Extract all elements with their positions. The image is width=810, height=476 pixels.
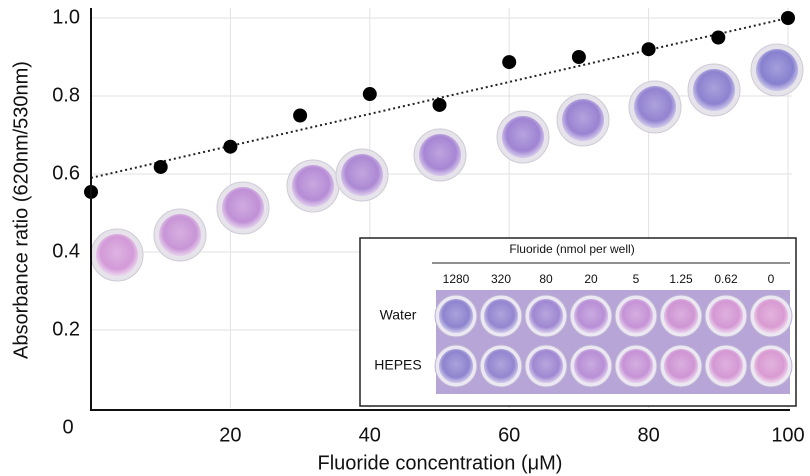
y-axis-label: Absorbance ratio (620nm/530nm) xyxy=(10,61,32,359)
x-tick-label: 100 xyxy=(771,424,804,446)
plate-well-shade xyxy=(574,349,608,383)
plate-well-shade xyxy=(709,299,743,333)
point xyxy=(153,159,168,174)
point xyxy=(641,42,656,57)
trendline xyxy=(90,17,789,179)
point xyxy=(362,87,377,102)
inset-title: Fluoride (nmol per well) xyxy=(509,242,634,256)
x-tick-label: 20 xyxy=(219,424,241,446)
plate-well-shade xyxy=(439,349,473,383)
inset: Fluoride (nmol per well) 1280 320 80 20 5 1.2… xyxy=(359,237,797,407)
well-shade xyxy=(756,49,798,91)
x-axis-label: Fluoride concentration (μM) xyxy=(318,452,563,474)
plate-well-shade xyxy=(664,299,698,333)
plate-well-shade xyxy=(619,349,653,383)
point xyxy=(432,97,447,112)
y-tick-label: 0.4 xyxy=(52,240,80,262)
well-shade xyxy=(693,69,735,111)
well-shade xyxy=(562,99,604,141)
column-label: 0 xyxy=(768,272,775,286)
column-label: 5 xyxy=(633,272,640,286)
well-shade xyxy=(96,234,138,276)
plate-well-shade xyxy=(439,299,473,333)
point xyxy=(293,108,308,123)
y-tick-label: 0.2 xyxy=(52,318,80,340)
plate-well-shade xyxy=(619,299,653,333)
plate-well-shade xyxy=(574,299,608,333)
y-tick-label: 1.0 xyxy=(52,6,80,28)
x-tick-label: 80 xyxy=(637,424,659,446)
y-tick-label: 0 xyxy=(62,416,73,438)
y-tick-label: 0.6 xyxy=(52,162,80,184)
plate-well-shade xyxy=(754,349,788,383)
plate-well-shade xyxy=(709,349,743,383)
plate-well-shade xyxy=(529,349,563,383)
column-label: 20 xyxy=(584,272,598,286)
row-label: Water xyxy=(380,307,417,323)
point xyxy=(781,11,795,25)
column-label: 0.62 xyxy=(714,272,738,286)
row-label: HEPES xyxy=(374,357,421,373)
point xyxy=(711,30,726,45)
well-shade xyxy=(292,165,334,207)
x-tick-label: 60 xyxy=(498,424,520,446)
column-label: 1280 xyxy=(443,272,470,286)
well-shade xyxy=(419,134,461,176)
column-label: 80 xyxy=(539,272,553,286)
well-photos xyxy=(90,43,804,282)
well-shade xyxy=(502,116,544,158)
well-shade xyxy=(341,154,383,196)
point xyxy=(502,55,517,70)
point xyxy=(571,50,586,64)
plate-well-shade xyxy=(484,349,518,383)
plate-well-shade xyxy=(529,299,563,333)
column-label: 320 xyxy=(491,272,511,286)
plate-well-shade xyxy=(664,349,698,383)
plate-well-shade xyxy=(484,299,518,333)
well-shade xyxy=(222,187,264,229)
y-tick-label: 0.8 xyxy=(52,84,80,106)
point xyxy=(223,139,238,154)
plate-well-shade xyxy=(754,299,788,333)
plot-marks xyxy=(84,11,795,199)
well-shade xyxy=(159,214,201,256)
well-shade xyxy=(634,86,676,128)
column-label: 1.25 xyxy=(669,272,693,286)
x-tick-label: 40 xyxy=(359,424,381,446)
